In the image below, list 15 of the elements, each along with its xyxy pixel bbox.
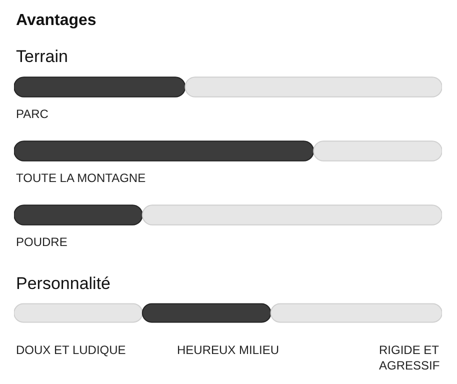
chart-title: Avantages <box>16 12 96 29</box>
bar <box>14 140 314 162</box>
text: RIGIDE ET AGRESSIF <box>379 343 440 373</box>
bar <box>313 140 442 162</box>
bar <box>184 76 442 98</box>
bar <box>142 204 442 226</box>
bar <box>14 204 143 226</box>
chart-subtitle: Terrain <box>16 47 68 66</box>
y-tick-label: PARC <box>16 107 49 121</box>
bar <box>14 76 186 98</box>
text: DOUX ET LUDIQUE <box>16 343 126 357</box>
y-tick-label: POUDRE <box>16 235 68 249</box>
chart-title: Personnalité <box>16 274 111 293</box>
y-tick-label: TOUTE LA MONTAGNE <box>16 171 146 185</box>
text: HEUREUX MILIEU <box>177 343 280 357</box>
